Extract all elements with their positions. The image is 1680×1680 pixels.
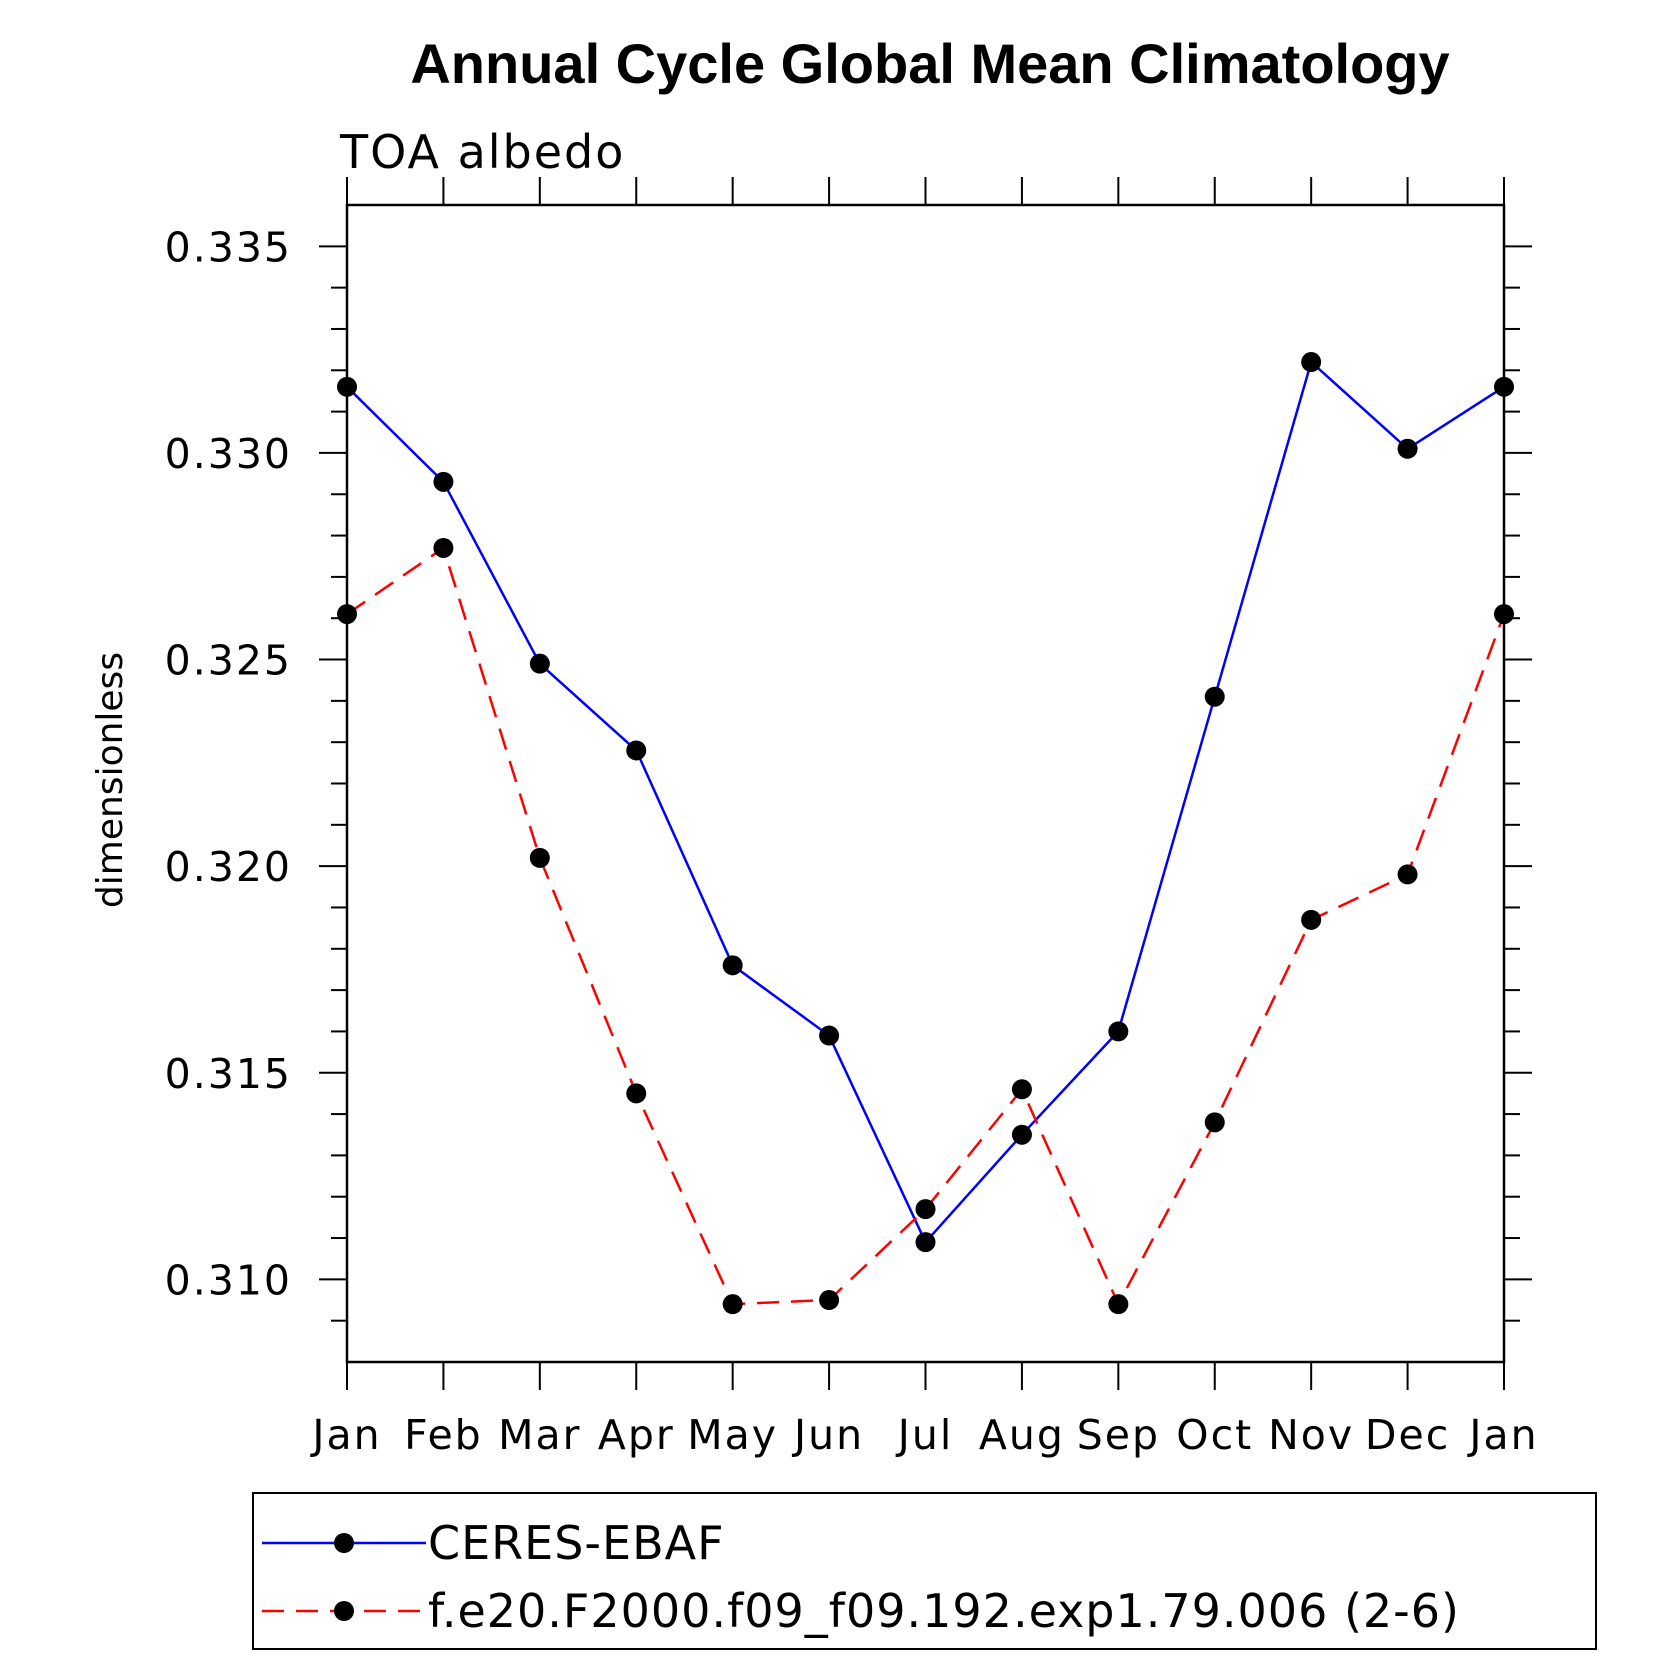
legend-label-1: CERES-EBAF [428, 1516, 725, 1570]
series-2-point [819, 1290, 840, 1311]
series-2-point [626, 1083, 647, 1104]
series-2-point [529, 847, 550, 868]
series-1-point [626, 740, 647, 761]
x-tick-label: Jun [791, 1411, 864, 1459]
x-tick-label: Sep [1077, 1411, 1160, 1459]
series-1-point [1108, 1021, 1129, 1042]
series-1-point [915, 1232, 936, 1253]
x-tick-label: Apr [598, 1411, 675, 1459]
x-tick-label: Aug [979, 1411, 1065, 1459]
x-tick-label: Jul [895, 1411, 953, 1459]
x-tick-label: Jan [309, 1411, 381, 1459]
series-1-point [1301, 352, 1322, 373]
series-2-point [1108, 1294, 1129, 1315]
chart-title: Annual Cycle Global Mean Climatology [410, 32, 1449, 95]
series-2-point [1011, 1079, 1032, 1100]
series-1-point [819, 1025, 840, 1046]
y-tick-label: 0.330 [165, 430, 292, 478]
series-2-point [433, 537, 454, 558]
legend-label-2: f.e20.F2000.f09_f09.192.exp1.79.006 (2-6… [428, 1584, 1460, 1638]
x-tick-label: Dec [1365, 1411, 1450, 1459]
x-tick-label: Oct [1176, 1411, 1253, 1459]
x-tick-label: May [687, 1411, 778, 1459]
y-tick-label: 0.320 [165, 843, 292, 891]
series-1-point [433, 471, 454, 492]
y-tick-label: 0.335 [165, 223, 292, 271]
x-tick-label: Feb [404, 1411, 483, 1459]
y-axis-label: dimensionless [90, 652, 131, 908]
y-tick-label: 0.325 [165, 637, 292, 685]
series-1-point [722, 955, 743, 976]
series-2-point [1301, 909, 1322, 930]
y-tick-label: 0.310 [165, 1256, 292, 1304]
chart-subtitle: TOA albedo [339, 125, 625, 179]
series-line-2 [346, 546, 1506, 1306]
x-tick-label: Jan [1466, 1411, 1538, 1459]
legend-marker-2 [334, 1601, 354, 1621]
x-tick-label: Nov [1268, 1411, 1354, 1459]
legend-marker-1 [334, 1533, 354, 1553]
series-line-1 [346, 360, 1505, 1244]
series-1-point [1204, 686, 1225, 707]
tick-labels: 0.310 0.315 0.320 0.325 0.330 0.335 Jan Feb Mar A… [165, 223, 1538, 1459]
series-1-point [529, 653, 550, 674]
legend-box [252, 1492, 1597, 1650]
series-1-point [1397, 438, 1418, 459]
series-2-point [1204, 1112, 1225, 1133]
legend: CERES-EBAF f.e20.F2000.f09_f09.192.exp1.7… [252, 1492, 1597, 1650]
x-tick-label: Mar [498, 1411, 581, 1459]
series-1-point [1011, 1124, 1032, 1145]
y-tick-label: 0.315 [165, 1050, 292, 1098]
series-2-point [1397, 864, 1418, 885]
plot-frame [345, 203, 1506, 1364]
series-2-point [915, 1199, 936, 1220]
series-2-point [722, 1294, 743, 1315]
axes-ticks [319, 177, 1532, 1390]
series-layer [337, 352, 1514, 1315]
